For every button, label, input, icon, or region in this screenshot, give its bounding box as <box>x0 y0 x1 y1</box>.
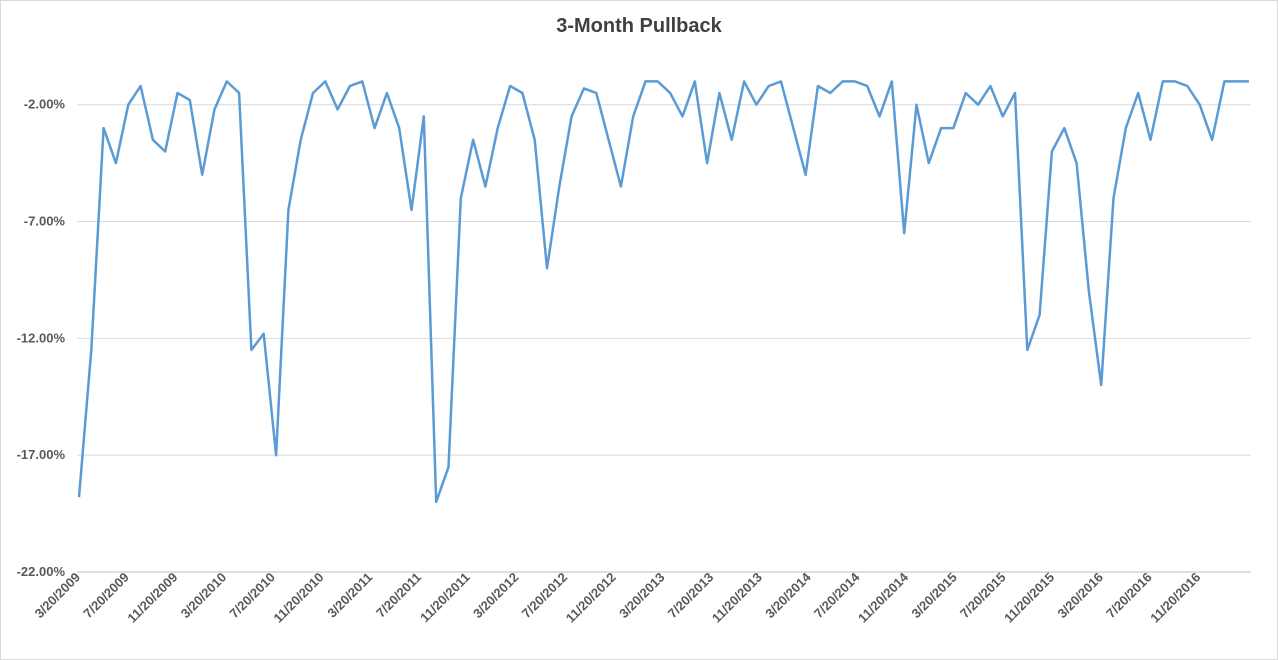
x-tick-label: 11/20/2009 <box>124 570 180 626</box>
x-tick-label: 11/20/2016 <box>1147 570 1203 626</box>
x-tick-label: 3/20/2016 <box>1054 570 1106 622</box>
y-tick-label: -22.00% <box>17 564 66 579</box>
x-tick-label: 3/20/2012 <box>470 570 522 622</box>
x-tick-label: 3/20/2015 <box>908 570 960 622</box>
chart-title: 3-Month Pullback <box>556 15 722 37</box>
x-tick-label: 11/20/2010 <box>271 570 327 626</box>
x-tick-label: 3/20/2010 <box>178 570 230 622</box>
x-tick-label: 11/20/2011 <box>417 570 473 626</box>
y-tick-label: -7.00% <box>24 214 66 229</box>
y-tick-label: -17.00% <box>17 447 66 462</box>
x-tick-label: 3/20/2014 <box>762 569 814 621</box>
y-tick-label: -2.00% <box>24 97 66 112</box>
x-tick-label: 7/20/2015 <box>957 570 1009 622</box>
x-tick-label: 11/20/2015 <box>1001 570 1057 626</box>
x-tick-label: 7/20/2012 <box>519 570 571 622</box>
x-tick-label: 11/20/2013 <box>709 570 765 626</box>
y-tick-label: -12.00% <box>17 330 66 345</box>
x-tick-label: 7/20/2013 <box>665 570 717 622</box>
x-tick-label: 11/20/2014 <box>855 569 912 626</box>
x-tick-label: 7/20/2009 <box>80 570 132 622</box>
x-tick-label: 7/20/2011 <box>373 570 424 621</box>
x-tick-label: 3/20/2013 <box>616 570 668 622</box>
x-tick-label: 7/20/2014 <box>811 569 863 621</box>
x-tick-label: 7/20/2016 <box>1103 570 1155 622</box>
x-tick-label: 3/20/2011 <box>324 570 375 621</box>
x-tick-label: 11/20/2012 <box>563 570 619 626</box>
x-tick-label: 7/20/2010 <box>226 570 278 622</box>
series-line <box>77 80 1249 504</box>
